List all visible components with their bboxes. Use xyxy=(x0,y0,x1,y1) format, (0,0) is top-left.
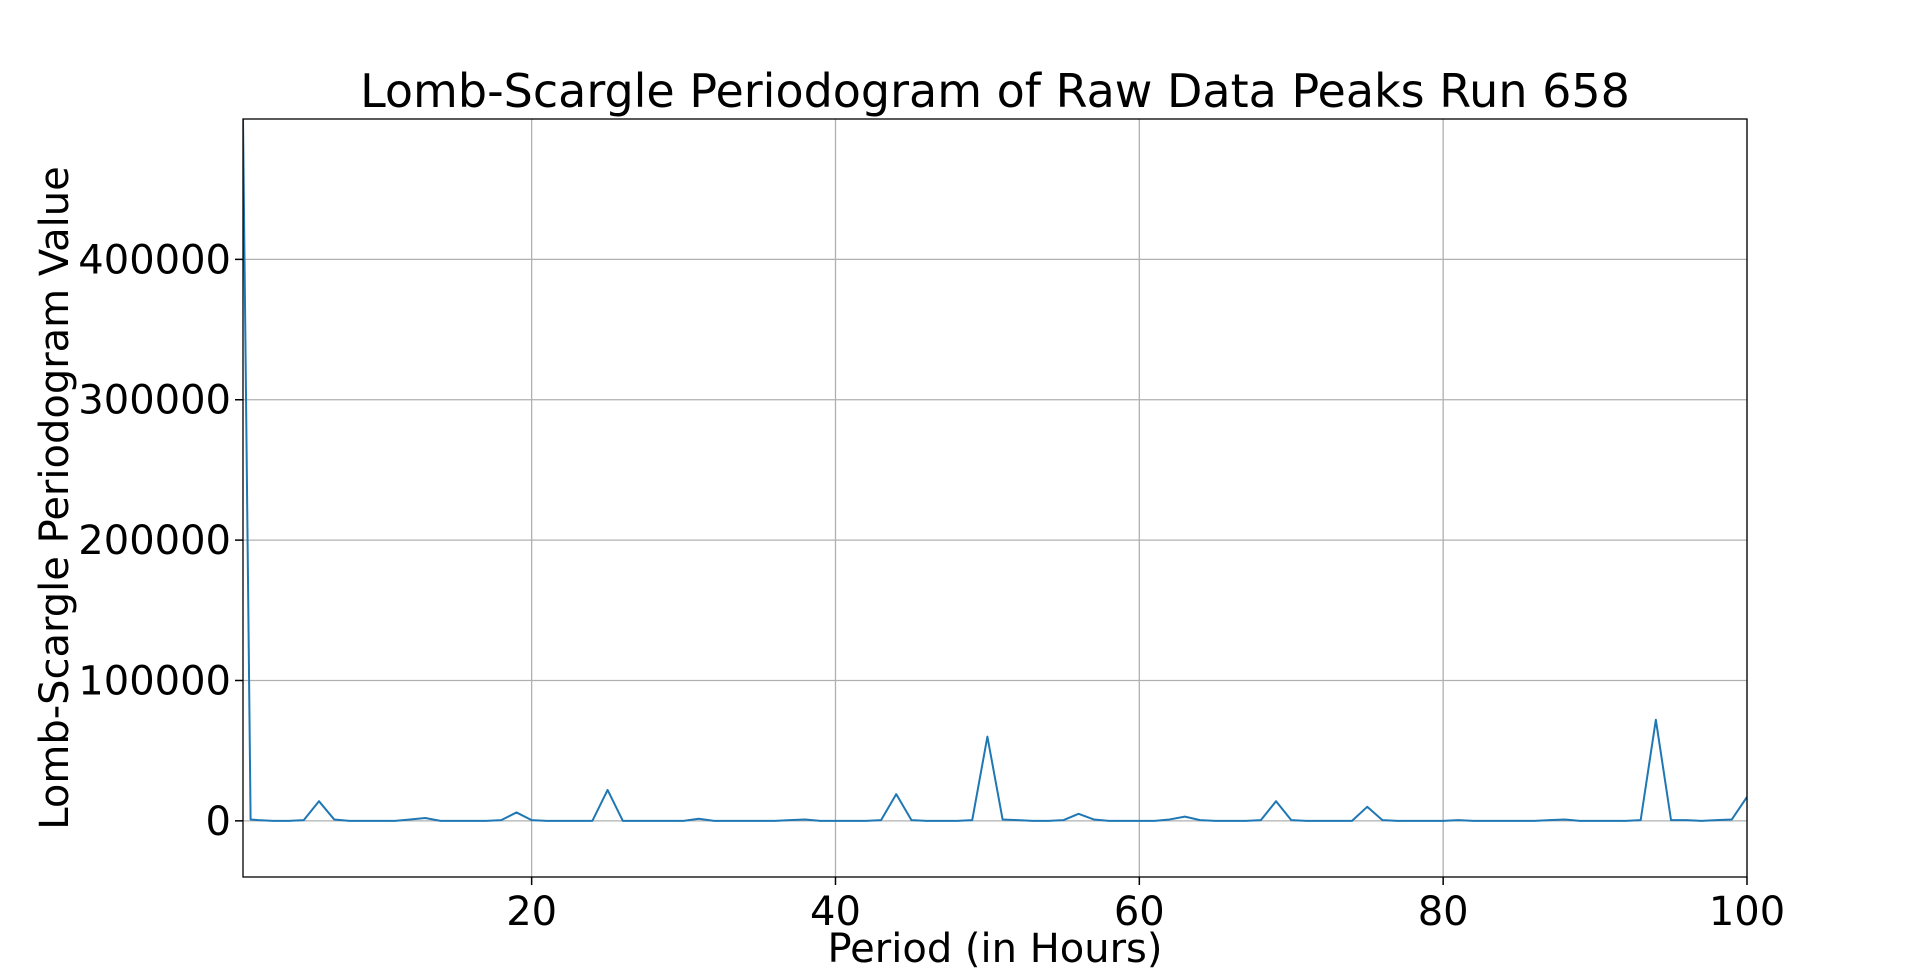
plot-area xyxy=(243,119,1747,822)
x-tick-label: 60 xyxy=(1114,889,1165,935)
y-axis-label: Lomb-Scargle Periodogram Value xyxy=(32,166,78,829)
grid xyxy=(243,119,1748,877)
plot-frame xyxy=(242,118,1748,878)
y-axis-ticks: 0 100000 200000 300000 400000 xyxy=(78,237,243,845)
y-tick-label: 0 xyxy=(206,799,231,845)
y-tick-label: 300000 xyxy=(78,378,231,424)
x-tick-label: 20 xyxy=(506,889,557,935)
x-axis-ticks: 20 40 60 80 100 xyxy=(506,877,1785,935)
y-tick-label: 100000 xyxy=(78,658,231,704)
chart-title: Lomb-Scargle Periodogram of Raw Data Pea… xyxy=(360,64,1630,118)
y-tick-label: 200000 xyxy=(78,518,231,564)
series-line-0 xyxy=(243,119,1747,822)
x-tick-label: 40 xyxy=(810,889,861,935)
x-tick-label: 80 xyxy=(1418,889,1469,935)
y-tick-label: 400000 xyxy=(78,237,231,283)
x-tick-label: 100 xyxy=(1709,889,1785,935)
x-axis-label: Period (in Hours) xyxy=(827,926,1162,972)
